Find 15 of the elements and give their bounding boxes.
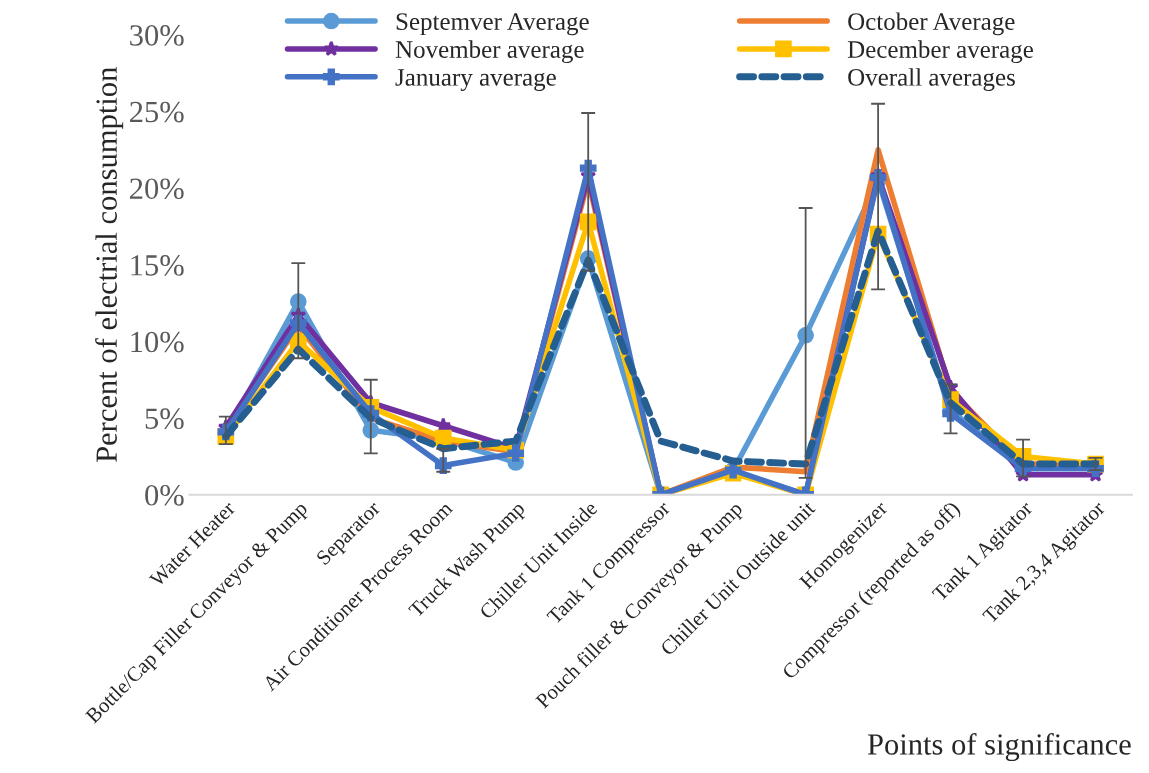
legend-label: Septemver Average	[396, 13, 589, 36]
y-tick-label: 0%	[145, 485, 184, 506]
legend-label: October Average	[848, 12, 1015, 36]
y-tick-label: 20%	[130, 178, 184, 200]
y-tick-label: 25%	[130, 101, 184, 123]
x-axis-title: Points of significance	[867, 732, 1131, 762]
legend-label: November average	[395, 40, 584, 64]
y-tick-label: 30%	[130, 25, 184, 46]
y-tick-label: 10%	[131, 331, 184, 353]
legend-label: Overall averages	[848, 68, 1015, 91]
legend-label: January average	[395, 69, 556, 91]
legend-label: December average	[847, 40, 1033, 64]
y-tick-label: 5%	[145, 408, 184, 430]
y-axis-title: Percent of electrial consumption	[95, 67, 124, 462]
y-tick-label: 15%	[131, 255, 184, 276]
